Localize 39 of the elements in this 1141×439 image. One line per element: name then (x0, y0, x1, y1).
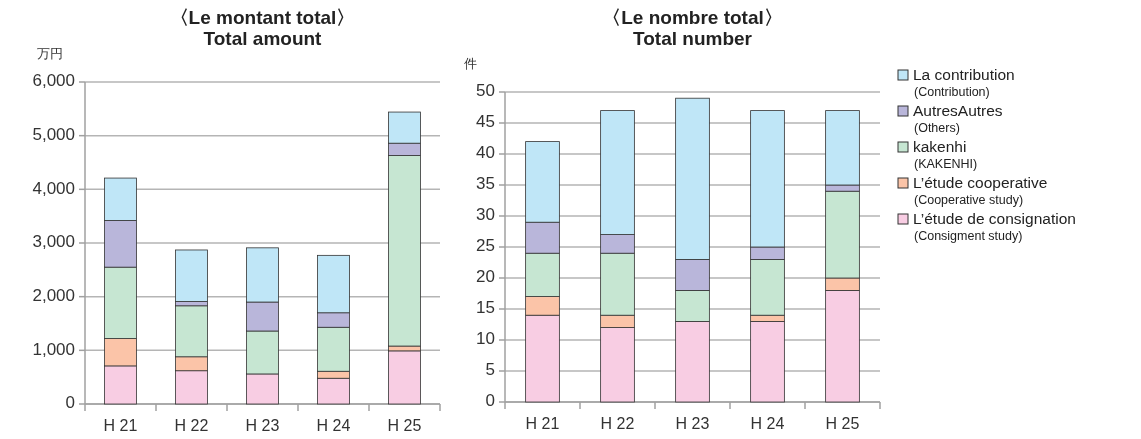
legend-label: AutresAutres (Others) (913, 102, 1003, 135)
y-tick-label: 10 (476, 329, 495, 349)
y-tick-label: 0 (485, 391, 495, 411)
legend-label: L’étude de consignation (Consigment study) (913, 210, 1076, 243)
legend-label: kakenhi (KAKENHI) (913, 138, 978, 171)
y-tick-label: 20 (476, 267, 495, 287)
y-tick-label: 50 (476, 81, 495, 101)
y-tick-label: 1,000 (32, 339, 75, 359)
x-tick-label: H 23 (245, 417, 280, 434)
y-tick-label: 3,000 (32, 232, 75, 252)
bar (175, 249, 208, 302)
x-tick-label: H 21 (525, 415, 560, 432)
y-tick-label: 2,000 (32, 286, 75, 306)
legend-label: La contribution (Contribution) (913, 66, 1015, 99)
x-tick-label: H 24 (750, 415, 785, 432)
y-tick-label: 25 (476, 236, 495, 256)
chart-title: 〈Le montant total〉 Total amount (169, 7, 356, 49)
y-tick-label: 4,000 (32, 178, 75, 198)
x-tick-label: H 25 (825, 415, 860, 432)
y-tick-label: 5 (485, 360, 495, 380)
y-tick-label: 35 (476, 174, 495, 194)
y-tick-label: 15 (476, 298, 495, 318)
x-tick-label: H 21 (103, 417, 138, 434)
x-tick-label: H 24 (316, 417, 351, 434)
y-tick-label: 30 (476, 205, 495, 225)
x-tick-label: H 25 (387, 417, 422, 434)
legend-label: L’étude cooperative (Cooperative study) (913, 174, 1048, 207)
chart-title: 〈Le nombre total〉 Total number (602, 7, 783, 49)
x-tick-label: H 22 (174, 417, 209, 434)
x-tick-label: H 22 (600, 415, 635, 432)
bar (388, 350, 421, 405)
y-tick-label: 5,000 (32, 125, 75, 145)
y-tick-label: 0 (65, 393, 75, 413)
y-axis-title: 万円 (37, 46, 63, 61)
y-tick-label: 6,000 (32, 71, 75, 91)
y-axis-title: 件 (463, 56, 477, 71)
y-tick-label: 45 (476, 112, 495, 132)
y-tick-label: 40 (476, 143, 495, 163)
x-tick-label: H 23 (675, 415, 710, 432)
